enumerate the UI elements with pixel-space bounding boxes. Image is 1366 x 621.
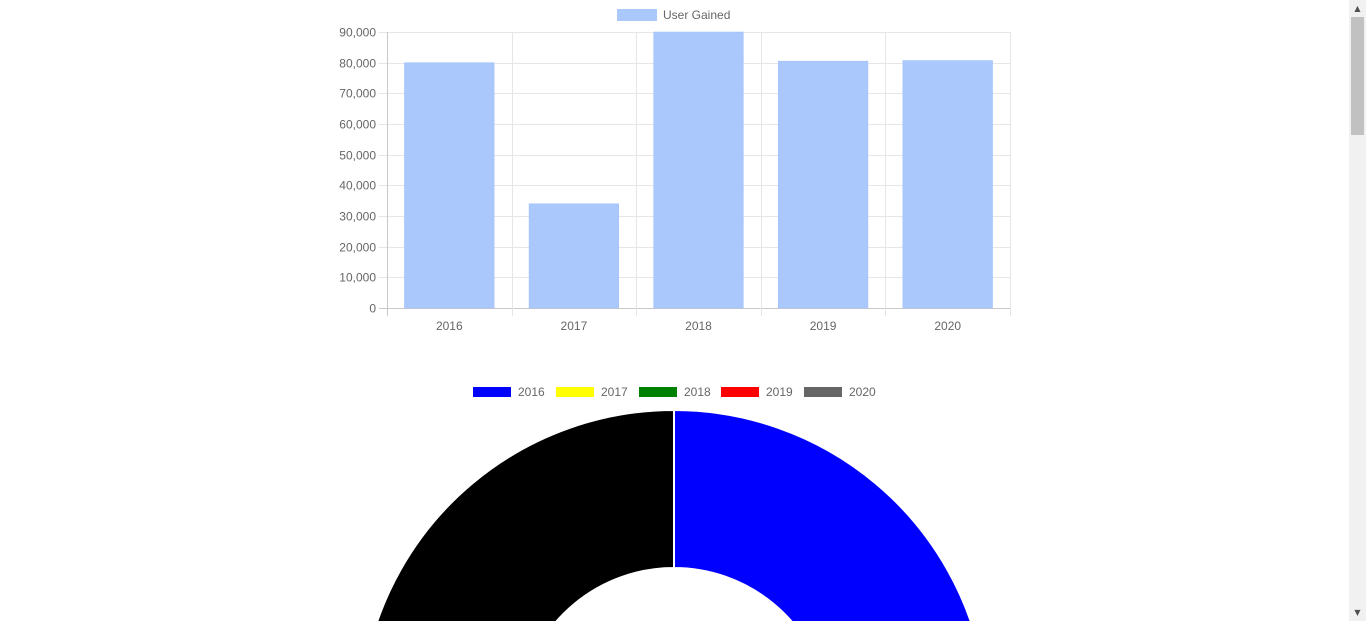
x-tick-label: 2019 (810, 319, 837, 333)
legend-label-2017: 2017 (601, 385, 628, 399)
legend-label-2019: 2019 (766, 385, 793, 399)
legend-swatch-2018 (639, 387, 677, 397)
y-tick-label: 90,000 (339, 26, 376, 40)
bar-2018 (653, 31, 744, 309)
x-tick-label: 2018 (685, 319, 712, 333)
y-tick-label: 30,000 (339, 210, 376, 224)
legend-swatch-2017 (556, 387, 594, 397)
scroll-up-arrow-icon[interactable]: ▲ (1354, 4, 1361, 13)
y-tick-label: 0 (369, 302, 376, 316)
legend-label-2020: 2020 (849, 385, 876, 399)
doughnut-segment-blue (673, 408, 972, 621)
scrollbar-thumb[interactable] (1351, 17, 1364, 135)
legend-label-2018: 2018 (684, 385, 711, 399)
y-tick-label: 60,000 (339, 118, 376, 132)
y-tick-label: 80,000 (339, 57, 376, 71)
bar-2020 (902, 60, 993, 309)
y-tick-label: 70,000 (339, 87, 376, 101)
legend-label-2016: 2016 (518, 385, 545, 399)
y-tick-label: 10,000 (339, 271, 376, 285)
legend-label-user-gained: User Gained (663, 8, 730, 22)
legend-swatch-user-gained (617, 9, 657, 21)
bar-chart: 0 10,000 20,000 30,000 40,000 50,000 60,000 70,… (339, 8, 1011, 333)
vertical-scrollbar[interactable]: ▲ ▼ (1349, 0, 1366, 621)
y-tick-label: 20,000 (339, 241, 376, 255)
bar-2016 (404, 62, 495, 309)
legend-swatch-2016 (473, 387, 511, 397)
scroll-down-arrow-icon[interactable]: ▼ (1354, 608, 1361, 617)
bar-2019 (777, 60, 869, 309)
y-tick-label: 40,000 (339, 179, 376, 193)
bar-2017 (528, 203, 620, 309)
x-tick-label: 2016 (436, 319, 463, 333)
legend-swatch-2020 (804, 387, 842, 397)
legend-swatch-2019 (721, 387, 759, 397)
y-tick-label: 50,000 (339, 149, 376, 163)
x-tick-label: 2020 (934, 319, 961, 333)
doughnut-segment-black (376, 408, 675, 621)
x-tick-label: 2017 (561, 319, 588, 333)
